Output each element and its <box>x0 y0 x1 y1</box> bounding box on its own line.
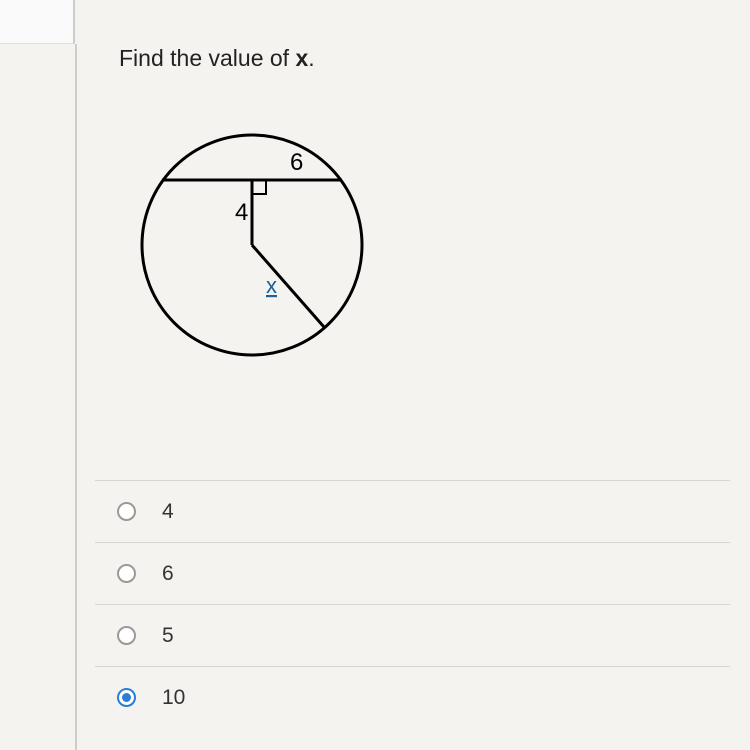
option-row[interactable]: 6 <box>95 542 730 604</box>
question-prefix: Find the value of <box>119 45 295 71</box>
question-suffix: . <box>308 45 314 71</box>
label-x: x <box>266 273 277 298</box>
question-text: Find the value of x. <box>119 45 315 72</box>
label-4: 4 <box>235 199 248 226</box>
answer-options: 4 6 5 10 <box>95 480 730 728</box>
geometry-diagram: 6 4 x <box>127 120 387 385</box>
option-label: 6 <box>162 562 174 586</box>
option-row[interactable]: 4 <box>95 480 730 542</box>
radio-button[interactable] <box>117 626 136 645</box>
label-6: 6 <box>290 149 303 176</box>
question-variable: x <box>295 45 308 71</box>
radio-button[interactable] <box>117 502 136 521</box>
question-content: Find the value of x. 6 4 x 4 6 5 10 <box>77 0 750 750</box>
radio-button[interactable] <box>117 564 136 583</box>
right-angle-mark <box>252 180 266 194</box>
left-sidebar-stub <box>0 0 75 44</box>
option-row[interactable]: 5 <box>95 604 730 666</box>
radio-button-selected[interactable] <box>117 688 136 707</box>
option-label: 4 <box>162 500 174 524</box>
option-label: 5 <box>162 624 174 648</box>
diagram-svg: 6 4 x <box>127 120 387 380</box>
option-row[interactable]: 10 <box>95 666 730 728</box>
diagram-radius <box>252 245 324 327</box>
option-label: 10 <box>162 686 185 710</box>
